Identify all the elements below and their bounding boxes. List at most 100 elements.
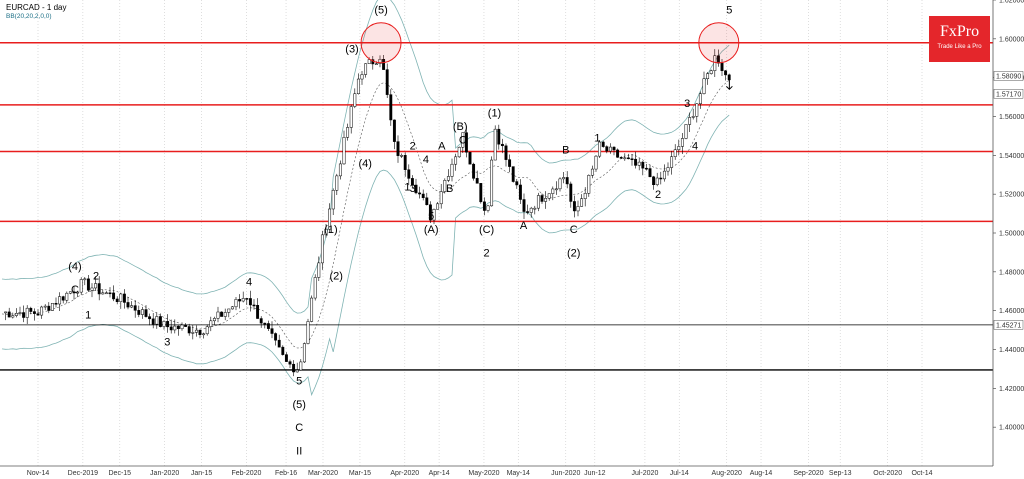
candle-body [497, 128, 501, 145]
candle-body [641, 161, 645, 169]
candle-body [511, 166, 515, 182]
candle-body [349, 106, 353, 128]
x-tick-label: Jun-2020 [551, 470, 580, 477]
candle-body [205, 326, 209, 335]
candle-body [97, 283, 101, 295]
bollinger-bands [1, 0, 730, 397]
candle-body [245, 298, 249, 300]
candle-body [572, 201, 576, 212]
candle-body [281, 346, 285, 355]
wave-label: 1 [594, 133, 600, 145]
wave-label: A [438, 141, 446, 153]
candle-body [83, 278, 87, 281]
candle-body [493, 128, 497, 161]
candle-body [637, 161, 641, 166]
candle-body [133, 305, 137, 311]
candle-body [220, 311, 224, 317]
candle-body [446, 176, 450, 181]
candle-body [724, 70, 728, 76]
candle-body [652, 176, 656, 185]
candle-body [173, 325, 177, 331]
candle-body [227, 308, 231, 313]
candle-body [706, 73, 710, 79]
candle-body [212, 318, 216, 322]
x-tick-label: Nov-14 [27, 470, 50, 477]
candle-body [472, 163, 476, 179]
price-label: 1.57170 [996, 91, 1021, 98]
candle-body [187, 326, 191, 334]
candle-body [547, 193, 551, 199]
candle-body [608, 146, 612, 152]
price-label-box [993, 320, 1024, 330]
wave-label: (1) [488, 108, 501, 120]
x-tick-label: Aug-14 [750, 470, 773, 477]
candle-body [270, 328, 274, 334]
candle-body [284, 354, 288, 362]
price-label: 1.58090 [996, 73, 1021, 80]
candle-body [598, 141, 602, 157]
candles [4, 49, 731, 377]
logo-brand: FxPro [939, 23, 980, 40]
highlight-circles [360, 22, 740, 91]
candle-body [526, 211, 530, 213]
y-tick-label: 1.50000 [999, 231, 1024, 238]
candle-body [90, 287, 94, 291]
candle-body [425, 197, 429, 206]
candle-body [461, 132, 465, 148]
candle-body [299, 361, 303, 371]
x-tick-label: Jul-2020 [631, 470, 658, 477]
candle-body [169, 326, 173, 331]
candle-body [432, 208, 436, 221]
x-tick-label: Jul-14 [670, 470, 689, 477]
wave-label: (B) [453, 121, 468, 133]
candle-body [407, 169, 411, 179]
candle-body [619, 157, 623, 159]
candle-body [698, 93, 702, 104]
candle-body [104, 292, 108, 295]
x-tick-label: Sep-13 [829, 470, 852, 477]
wave-label: 5 [726, 5, 732, 17]
candle-body [392, 119, 396, 142]
candle-body [313, 277, 317, 299]
candle-body [137, 310, 141, 315]
candle-body [324, 228, 328, 236]
wave-label: (4) [68, 261, 81, 273]
wave-label: (5) [293, 399, 306, 411]
candle-body [86, 278, 90, 291]
candle-body [238, 299, 242, 302]
candle-body [65, 292, 69, 301]
wave-label: (2) [329, 271, 342, 283]
indicator-label: BB(20,20,2,0,0) [6, 13, 52, 20]
candle-body [342, 137, 346, 165]
candle-body [266, 323, 270, 329]
candle-body [504, 145, 508, 160]
candle-body [518, 184, 522, 200]
candle-body [634, 158, 638, 166]
candle-body [414, 184, 418, 194]
wave-label: C [295, 422, 303, 434]
candle-body [486, 205, 490, 211]
candle-body [256, 304, 260, 319]
candle-body [468, 151, 472, 165]
wave-label: (2) [567, 247, 580, 259]
candle-body [457, 146, 461, 158]
candle-body [418, 192, 422, 195]
candle-body [274, 333, 278, 341]
candle-body [277, 339, 281, 348]
candle-body [374, 63, 378, 66]
candle-body [122, 293, 126, 303]
x-tick-label: Dec-15 [109, 470, 132, 477]
wave-label: (5) [374, 5, 387, 17]
candle-body [403, 155, 407, 170]
candle-body [198, 329, 202, 335]
candle-body [436, 203, 440, 210]
candle-body [421, 193, 425, 199]
x-tick-label: Apr-2020 [390, 470, 419, 477]
candle-body [263, 322, 267, 325]
wave-label: (1) [324, 224, 337, 236]
x-tick-label: Mar-2020 [308, 470, 338, 477]
candle-body [202, 333, 206, 336]
candle-body [727, 74, 731, 81]
candle-body [490, 159, 494, 207]
candle-body [101, 292, 105, 295]
